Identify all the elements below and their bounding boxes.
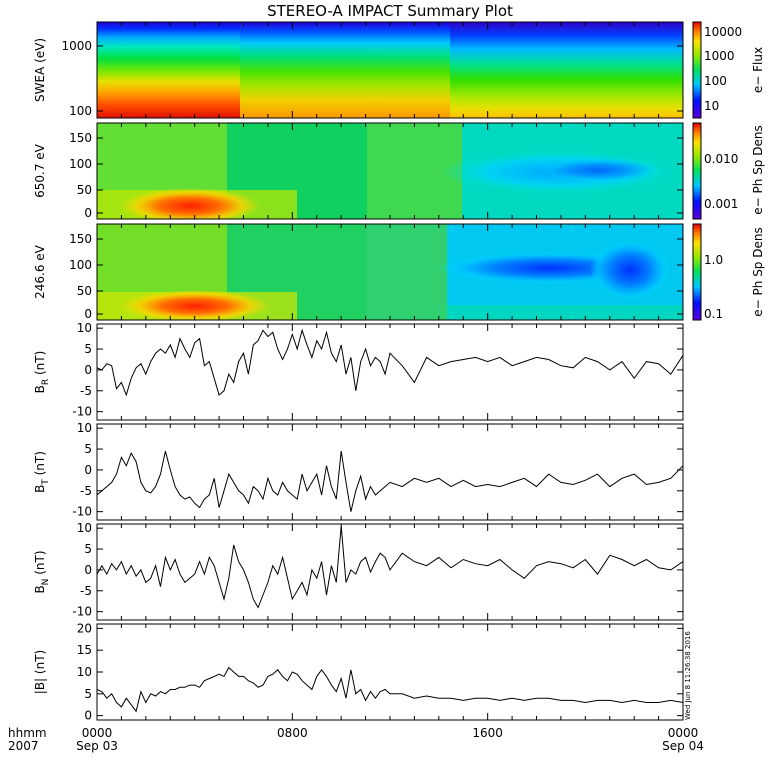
bt-ylabel: BT (nT): [33, 451, 51, 493]
bn-ytick-label: -5: [80, 584, 92, 598]
pad650-ytick-label: 50: [77, 183, 92, 197]
swea-ytick-label: 100: [69, 104, 92, 118]
cb-pad650-tick-1: 0.010: [704, 152, 738, 166]
cb-pad246-label: e− Ph Sp Dens: [751, 227, 765, 316]
pad-246-spectrogram: [97, 224, 683, 320]
timestamp: Wed Jun 8 11:26:38 2016: [684, 631, 692, 720]
bn-ytick-label: -10: [72, 605, 92, 619]
bmag-ytick-label: 15: [77, 643, 92, 657]
bt-ytick-label: 0: [84, 463, 92, 477]
x-label-year: 2007: [8, 739, 39, 753]
br-ylabel: BR (nT): [33, 351, 51, 394]
bt-series-line: [96, 450, 684, 512]
colorbar-pad650: [692, 122, 702, 220]
cb-pad650-tick-2: 0.001: [704, 197, 738, 211]
bmag-ytick-label: 10: [77, 665, 92, 679]
colorbar-flux: [692, 21, 702, 119]
cb-pad246-tick-1: 1.0: [704, 253, 723, 267]
bt-ytick-label: 5: [84, 442, 92, 456]
br-frame: [96, 323, 684, 421]
cb-flux-tick-1: 10000: [704, 25, 742, 39]
bmag-frame: [96, 623, 684, 721]
x-tick-label-date: Sep 04: [662, 739, 704, 753]
pad246-ytick-label: 100: [69, 258, 92, 272]
pad246-ytick-label: 50: [77, 284, 92, 298]
swea-ylabel: SWEA (eV): [33, 38, 47, 102]
bn-series-line: [96, 526, 684, 609]
bmag-ytick-label: 20: [77, 621, 92, 635]
bn-ytick-label: 0: [84, 563, 92, 577]
bt-frame: [96, 423, 684, 521]
pad650-ytick-label: 0: [84, 206, 92, 220]
br-ytick-label: 5: [84, 342, 92, 356]
x-tick-label-time: 1600: [472, 726, 503, 740]
br-ytick-label: -10: [72, 405, 92, 419]
br-ytick-label: 0: [84, 363, 92, 377]
bt-ytick-label: 10: [77, 421, 92, 435]
pad-650-spectrogram: [97, 123, 683, 219]
bt-ytick-label: -10: [72, 505, 92, 519]
cb-flux-tick-3: 100: [704, 74, 727, 88]
swea-spectrogram: [97, 22, 683, 118]
cb-flux-tick-2: 1000: [704, 49, 735, 63]
pad650-ylabel: 650.7 eV: [33, 143, 47, 198]
pad650-ytick-label: 150: [69, 131, 92, 145]
bn-ylabel: BN (nT): [33, 550, 51, 593]
bn-ytick-label: 10: [77, 521, 92, 535]
bmag-ylabel: |B| (nT): [33, 650, 47, 694]
cb-pad650-label: e− Ph Sp Dens: [751, 125, 765, 214]
bmag-ytick-label: 5: [84, 687, 92, 701]
pad246-ylabel: 246.6 eV: [33, 244, 47, 299]
colorbar-pad246: [692, 223, 702, 321]
x-label-hhmm: hhmm: [8, 726, 47, 740]
bt-ytick-label: -5: [80, 484, 92, 498]
bmag-series-line: [96, 666, 684, 713]
pad650-ytick-label: 100: [69, 157, 92, 171]
cb-pad246-tick-2: 0.1: [704, 307, 723, 321]
cb-flux-tick-4: 10: [704, 99, 719, 113]
br-ytick-label: -5: [80, 384, 92, 398]
x-tick-label-time: 0800: [277, 726, 308, 740]
bn-ytick-label: 5: [84, 542, 92, 556]
x-tick-label-time: 0000: [668, 726, 699, 740]
swea-ytick-label: 1000: [61, 39, 92, 53]
br-series-line: [96, 328, 684, 397]
bmag-ytick-label: 0: [84, 709, 92, 723]
chart-title: STEREO-A IMPACT Summary Plot: [267, 2, 513, 20]
pad246-ytick-label: 150: [69, 232, 92, 246]
x-tick-label-time: 0000: [82, 726, 113, 740]
x-tick-label-date: Sep 03: [76, 739, 118, 753]
cb-flux-label: e− Flux: [751, 47, 765, 93]
pad246-ytick-label: 0: [84, 307, 92, 321]
br-ytick-label: 10: [77, 321, 92, 335]
